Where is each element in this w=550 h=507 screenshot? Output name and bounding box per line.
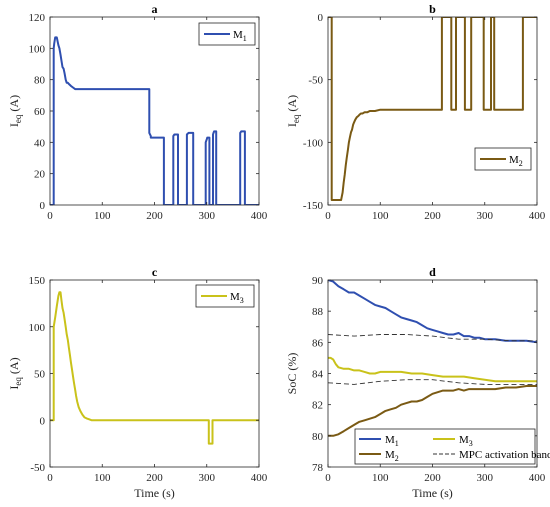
x-axis-label: Time (s) — [412, 486, 453, 500]
x-tick-label: 400 — [529, 210, 546, 222]
x-tick-label: 400 — [251, 472, 268, 484]
legend-label: M2 — [385, 449, 399, 463]
y-tick-label: 0 — [40, 415, 46, 427]
x-tick-label: 0 — [325, 210, 331, 222]
y-tick-label: -50 — [30, 462, 45, 474]
y-tick-label: 80 — [312, 431, 324, 443]
y-tick-label: 80 — [34, 75, 46, 87]
y-tick-label: 86 — [312, 337, 324, 349]
x-tick-label: 300 — [199, 472, 216, 484]
y-tick-label: 100 — [29, 322, 46, 334]
series-line-d-4 — [328, 379, 537, 385]
y-tick-label: -100 — [303, 137, 324, 149]
y-tick-label: 100 — [29, 43, 46, 55]
x-tick-label: 200 — [424, 472, 441, 484]
panel-title: d — [429, 265, 436, 279]
y-tick-label: 0 — [40, 200, 46, 212]
panel-title: b — [429, 2, 436, 16]
y-tick-label: 0 — [318, 12, 324, 24]
series-line-b-0 — [328, 17, 537, 201]
legend-label: M3 — [459, 434, 473, 448]
legend-label: M1 — [385, 434, 399, 448]
y-tick-label: 82 — [312, 400, 323, 412]
series-line-a-0 — [50, 36, 259, 205]
legend-label: M3 — [230, 291, 244, 305]
y-tick-label: 50 — [34, 369, 46, 381]
legend-label: MPC activation band — [459, 449, 550, 461]
chart-panel-b: 0 100 200 300 400 -150 -100 -50 0 b Ieq (A) M2 — [285, 2, 546, 222]
x-tick-label: 200 — [146, 472, 163, 484]
x-tick-label: 0 — [325, 472, 331, 484]
axes-frame — [49, 279, 260, 468]
series-line-d-0 — [328, 280, 537, 344]
x-tick-label: 200 — [424, 210, 441, 222]
axes-frame — [327, 16, 538, 206]
series-line-d-2 — [328, 385, 537, 437]
y-tick-label: 84 — [312, 369, 324, 381]
x-tick-label: 400 — [251, 210, 268, 222]
chart-panel-d: 0 100 200 300 400 78 80 82 84 86 88 90 d Time (s) SoC … — [285, 265, 550, 500]
chart-panel-a: 0 100 200 300 400 0 20 40 60 80 100 120 a Ieq (A) M1 — [7, 2, 268, 222]
legend-label: M1 — [233, 29, 247, 43]
legend: M3 — [195, 284, 255, 308]
y-tick-label: 40 — [34, 137, 46, 149]
x-axis-label: Time (s) — [134, 486, 175, 500]
y-tick-label: -50 — [308, 75, 323, 87]
x-tick-label: 200 — [146, 210, 163, 222]
y-tick-label: 78 — [312, 462, 324, 474]
x-tick-label: 100 — [94, 210, 111, 222]
series-line-d-3 — [328, 334, 537, 342]
y-tick-label: 150 — [29, 275, 46, 287]
y-tick-label: 90 — [312, 275, 324, 287]
y-tick-label: 20 — [34, 169, 46, 181]
legend-label: M2 — [509, 154, 523, 168]
y-axis-label: Ieq (A) — [7, 95, 23, 127]
x-tick-label: 100 — [372, 210, 389, 222]
legend: M2 — [474, 147, 532, 171]
legend: M1 M3 M2 MPC activation band — [354, 428, 550, 465]
y-axis-label: Ieq (A) — [285, 95, 301, 127]
x-tick-label: 300 — [477, 472, 494, 484]
y-axis-label: SoC (%) — [285, 353, 299, 395]
x-tick-label: 0 — [47, 472, 53, 484]
panel-title: a — [152, 2, 158, 16]
x-tick-label: 400 — [529, 472, 546, 484]
legend: M1 — [198, 22, 256, 46]
panel-title: c — [152, 265, 158, 279]
x-tick-label: 100 — [372, 472, 389, 484]
y-tick-label: 120 — [29, 12, 46, 24]
series-line-d-1 — [328, 356, 537, 383]
y-tick-label: 88 — [312, 306, 324, 318]
x-tick-label: 100 — [94, 472, 111, 484]
y-tick-label: 60 — [34, 106, 46, 118]
y-axis-label: Ieq (A) — [7, 357, 23, 389]
y-tick-label: -150 — [303, 200, 324, 212]
x-tick-label: 300 — [477, 210, 494, 222]
x-tick-label: 300 — [199, 210, 216, 222]
series-line-c-0 — [50, 291, 259, 445]
x-tick-label: 0 — [47, 210, 53, 222]
